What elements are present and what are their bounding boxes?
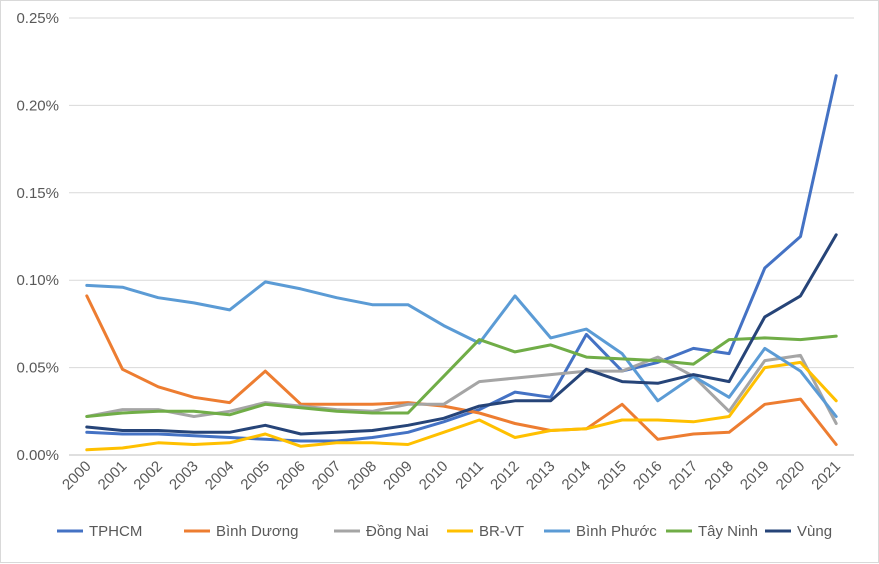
x-tick-label: 2005 [237, 458, 273, 494]
x-tick-label: 2011 [452, 458, 487, 493]
series-line [85, 233, 838, 436]
x-tick-label: 2015 [594, 458, 630, 494]
x-tick-label: 2004 [202, 458, 238, 494]
legend-label: Đồng Nai [366, 523, 429, 540]
x-tick-label: 2001 [95, 458, 131, 494]
x-tick-label: 2002 [130, 458, 166, 494]
x-tick-label: 2000 [59, 458, 95, 494]
x-tick-label: 2019 [737, 458, 773, 494]
x-tick-label: 2010 [416, 458, 452, 494]
series-line [85, 280, 838, 418]
series-line [85, 74, 838, 443]
series-line [85, 334, 838, 418]
x-tick-label: 2014 [559, 458, 595, 494]
y-tick-label: 0.10% [16, 272, 59, 289]
legend-label: Tây Ninh [698, 523, 758, 540]
x-tick-label: 2009 [380, 458, 416, 494]
x-tick-label: 2003 [166, 458, 202, 494]
legend-label: Bình Dương [216, 523, 298, 540]
x-tick-label: 2007 [309, 458, 345, 494]
x-tick-label: 2020 [773, 458, 809, 494]
y-tick-label: 0.25% [16, 10, 59, 27]
x-tick-label: 2008 [345, 458, 381, 494]
x-tick-label: 2012 [487, 458, 523, 494]
y-tick-label: 0.15% [16, 185, 59, 202]
series-line [85, 294, 838, 446]
x-tick-label: 2013 [523, 458, 559, 494]
legend-label: Bình Phước [576, 523, 657, 540]
legend-label: Vùng [797, 523, 832, 540]
series-line [85, 360, 838, 452]
x-tick-label: 2006 [273, 458, 309, 494]
legend-label: BR-VT [479, 523, 524, 540]
legend-label: TPHCM [89, 523, 142, 540]
x-tick-label: 2021 [808, 458, 844, 494]
x-tick-label: 2016 [630, 458, 666, 494]
x-tick-label: 2017 [666, 458, 702, 494]
x-tick-label: 2018 [701, 458, 737, 494]
y-tick-label: 0.05% [16, 360, 59, 377]
y-tick-label: 0.00% [16, 447, 59, 464]
y-tick-label: 0.20% [16, 97, 59, 114]
